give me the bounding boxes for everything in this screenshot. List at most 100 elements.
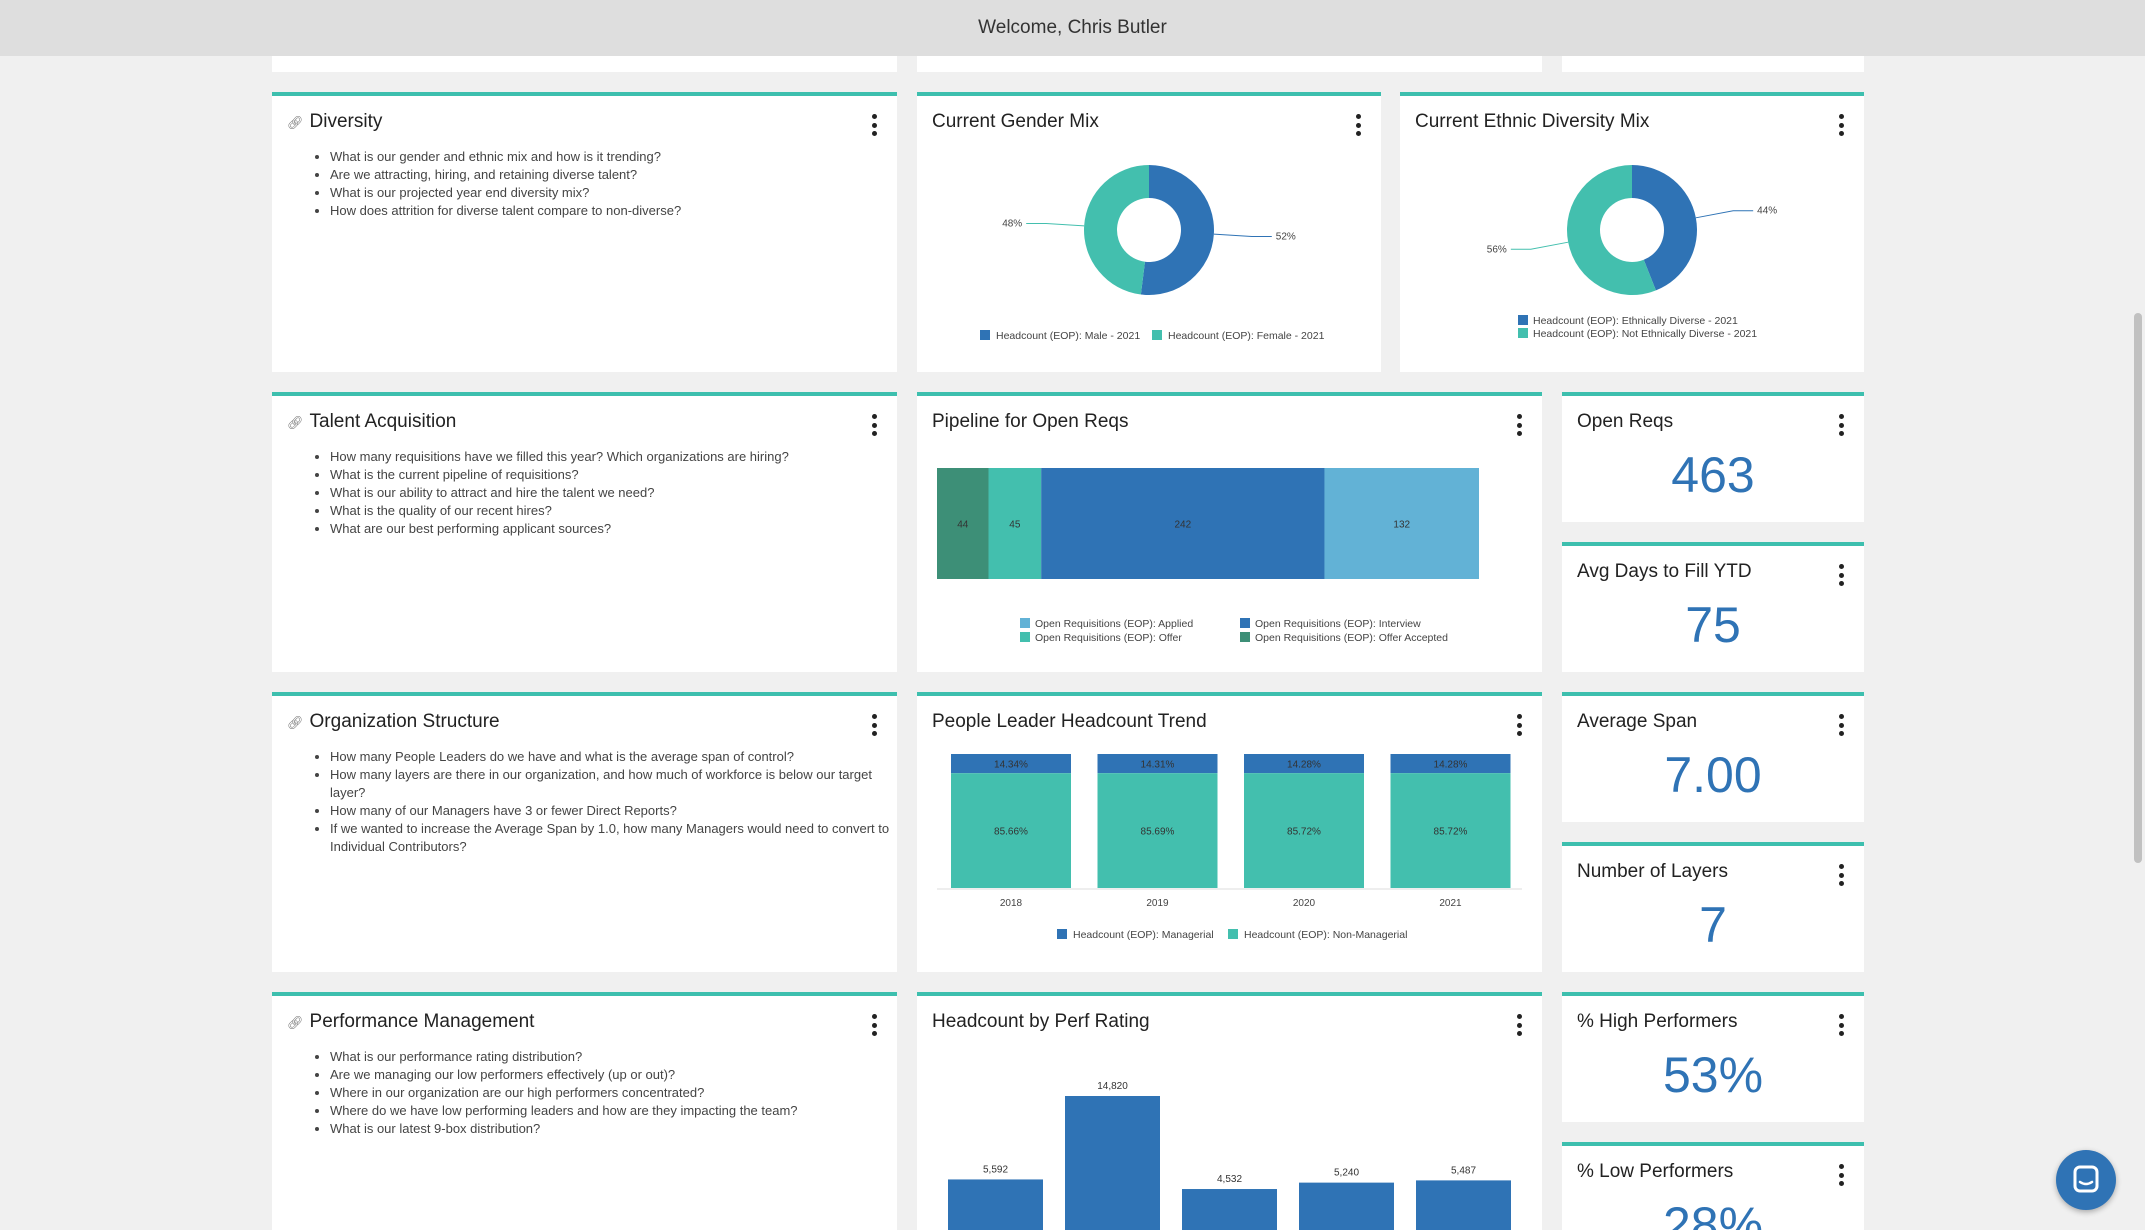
more-options-icon[interactable] xyxy=(871,414,877,436)
slice-label: 52% xyxy=(1276,231,1296,242)
question-item: What is the current pipeline of requisit… xyxy=(330,466,890,484)
segment-label: 242 xyxy=(1174,520,1191,531)
segment-label: 85.66% xyxy=(994,827,1028,838)
legend-swatch xyxy=(1518,315,1528,325)
x-tick-label: 2019 xyxy=(1146,898,1169,909)
legend-swatch xyxy=(980,330,990,340)
leader-line xyxy=(1510,241,1569,250)
more-options-icon[interactable] xyxy=(1516,1014,1522,1036)
perf-bar xyxy=(948,1179,1043,1230)
x-tick-label: 2018 xyxy=(1000,898,1023,909)
segment-label: 132 xyxy=(1393,520,1410,531)
bar-value-label: 14,820 xyxy=(1097,1081,1128,1092)
x-tick-label: 2021 xyxy=(1439,898,1462,909)
more-options-icon[interactable] xyxy=(1516,414,1522,436)
column-segment xyxy=(1097,773,1218,888)
legend-swatch xyxy=(1020,632,1030,642)
scrollbar-thumb[interactable] xyxy=(2134,313,2142,863)
leader-line xyxy=(1026,223,1085,227)
question-item: What is our latest 9-box distribution? xyxy=(330,1120,890,1138)
question-item: What is the quality of our recent hires? xyxy=(330,502,890,520)
high-performers-label: % High Performers xyxy=(1577,1011,1738,1032)
talent-acquisition-card: 🔗︎Talent Acquisition How many requisitio… xyxy=(272,392,897,672)
more-options-icon[interactable] xyxy=(1838,564,1844,586)
more-options-icon[interactable] xyxy=(871,714,877,736)
legend-swatch xyxy=(1240,618,1250,628)
legend-label: Headcount (EOP): Male - 2021 xyxy=(996,330,1140,342)
legend-swatch xyxy=(1020,618,1030,628)
more-options-icon[interactable] xyxy=(1355,114,1361,136)
link-icon: 🔗︎ xyxy=(287,415,304,430)
segment-label: 14.28% xyxy=(1434,760,1468,771)
question-item: What is our projected year end diversity… xyxy=(330,184,890,202)
perf-bar xyxy=(1416,1180,1511,1230)
avg-span-value: 7.00 xyxy=(1664,747,1762,803)
more-options-icon[interactable] xyxy=(871,114,877,136)
org-questions: How many People Leaders do we have and w… xyxy=(312,748,890,856)
low-performers-label: % Low Performers xyxy=(1577,1161,1734,1182)
talent-acquisition-title[interactable]: 🔗︎ Talent Acquisition xyxy=(287,411,457,432)
segment-label: 14.28% xyxy=(1287,760,1321,771)
layers-value: 7 xyxy=(1699,897,1727,953)
leader-line xyxy=(1213,233,1272,237)
avg-span-label: Average Span xyxy=(1577,711,1698,732)
question-item: Where in our organization are our high p… xyxy=(330,1084,890,1102)
org-structure-title[interactable]: 🔗︎ Organization Structure xyxy=(287,711,500,732)
donut-slice xyxy=(1140,165,1214,295)
avg-span-card: Average Span 7.00 xyxy=(1562,692,1864,822)
link-icon: 🔗︎ xyxy=(287,115,304,130)
slice-label: 44% xyxy=(1757,206,1777,217)
partial-card-3 xyxy=(1562,52,1864,72)
chat-launcher-button[interactable] xyxy=(2056,1150,2116,1210)
perf-bar xyxy=(1182,1189,1277,1230)
diversity-title[interactable]: 🔗︎ Diversity xyxy=(287,111,383,132)
question-item: How many requisitions have we filled thi… xyxy=(330,448,890,466)
ethnic-mix-title: Current Ethnic Diversity Mix xyxy=(1415,111,1650,132)
leader-trend-title: People Leader Headcount Trend xyxy=(932,711,1207,732)
column-segment xyxy=(1097,754,1218,774)
question-item: What is our performance rating distribut… xyxy=(330,1048,890,1066)
column-segment xyxy=(1390,773,1511,888)
pipeline-segment xyxy=(1324,468,1479,579)
more-options-icon[interactable] xyxy=(1838,114,1844,136)
ethnic-donut-chart: 44% 56% Headcount (EOP): Ethnically Divers… xyxy=(1487,165,1777,340)
donut-slice xyxy=(1567,165,1656,295)
column-segment xyxy=(1244,754,1364,774)
more-options-icon[interactable] xyxy=(1838,414,1844,436)
question-item: What is our ability to attract and hire … xyxy=(330,484,890,502)
more-options-icon[interactable] xyxy=(871,1014,877,1036)
layers-card: Number of Layers 7 xyxy=(1562,842,1864,972)
more-options-icon[interactable] xyxy=(1838,714,1844,736)
open-reqs-card: Open Reqs 463 xyxy=(1562,392,1864,522)
legend-label: Headcount (EOP): Managerial xyxy=(1073,929,1214,941)
more-options-icon[interactable] xyxy=(1516,714,1522,736)
leader-stacked-column-chart: 14.34% 85.66% 2018 14.31% 85.69% 2019 14.28% 85… xyxy=(937,754,1522,941)
perf-rating-card: Headcount by Perf Rating 5,592 14,820 4,53… xyxy=(917,992,1542,1230)
legend-label: Open Requisitions (EOP): Applied xyxy=(1035,618,1193,630)
segment-label: 14.34% xyxy=(994,760,1028,771)
legend-swatch xyxy=(1228,929,1238,939)
link-icon: 🔗︎ xyxy=(287,1015,304,1030)
perf-rating-title: Headcount by Perf Rating xyxy=(932,1011,1150,1032)
bar-value-label: 5,487 xyxy=(1451,1165,1476,1176)
chat-icon xyxy=(2073,1165,2099,1193)
bar-value-label: 5,592 xyxy=(983,1164,1008,1175)
question-item: What is our gender and ethnic mix and ho… xyxy=(330,148,890,166)
legend-swatch xyxy=(1057,929,1067,939)
performance-card: 🔗︎Performance Management What is our per… xyxy=(272,992,897,1230)
more-options-icon[interactable] xyxy=(1838,864,1844,886)
more-options-icon[interactable] xyxy=(1838,1164,1844,1186)
performance-title[interactable]: 🔗︎ Performance Management xyxy=(287,1011,535,1032)
segment-label: 85.72% xyxy=(1287,827,1321,838)
question-item: If we wanted to increase the Average Spa… xyxy=(330,820,890,856)
bar-value-label: 5,240 xyxy=(1334,1168,1359,1179)
high-performers-card: % High Performers 53% xyxy=(1562,992,1864,1122)
perf-rating-bar-chart: 5,592 14,820 4,532 5,240 5,487 xyxy=(948,1081,1511,1230)
legend-label: Open Requisitions (EOP): Interview xyxy=(1255,618,1421,630)
pipeline-segment xyxy=(988,468,1042,579)
legend-swatch xyxy=(1518,328,1528,338)
partial-card-2 xyxy=(917,52,1542,72)
more-options-icon[interactable] xyxy=(1838,1014,1844,1036)
avg-days-label: Avg Days to Fill YTD xyxy=(1577,561,1752,582)
top-bar: Welcome, Chris Butler xyxy=(0,0,2145,56)
